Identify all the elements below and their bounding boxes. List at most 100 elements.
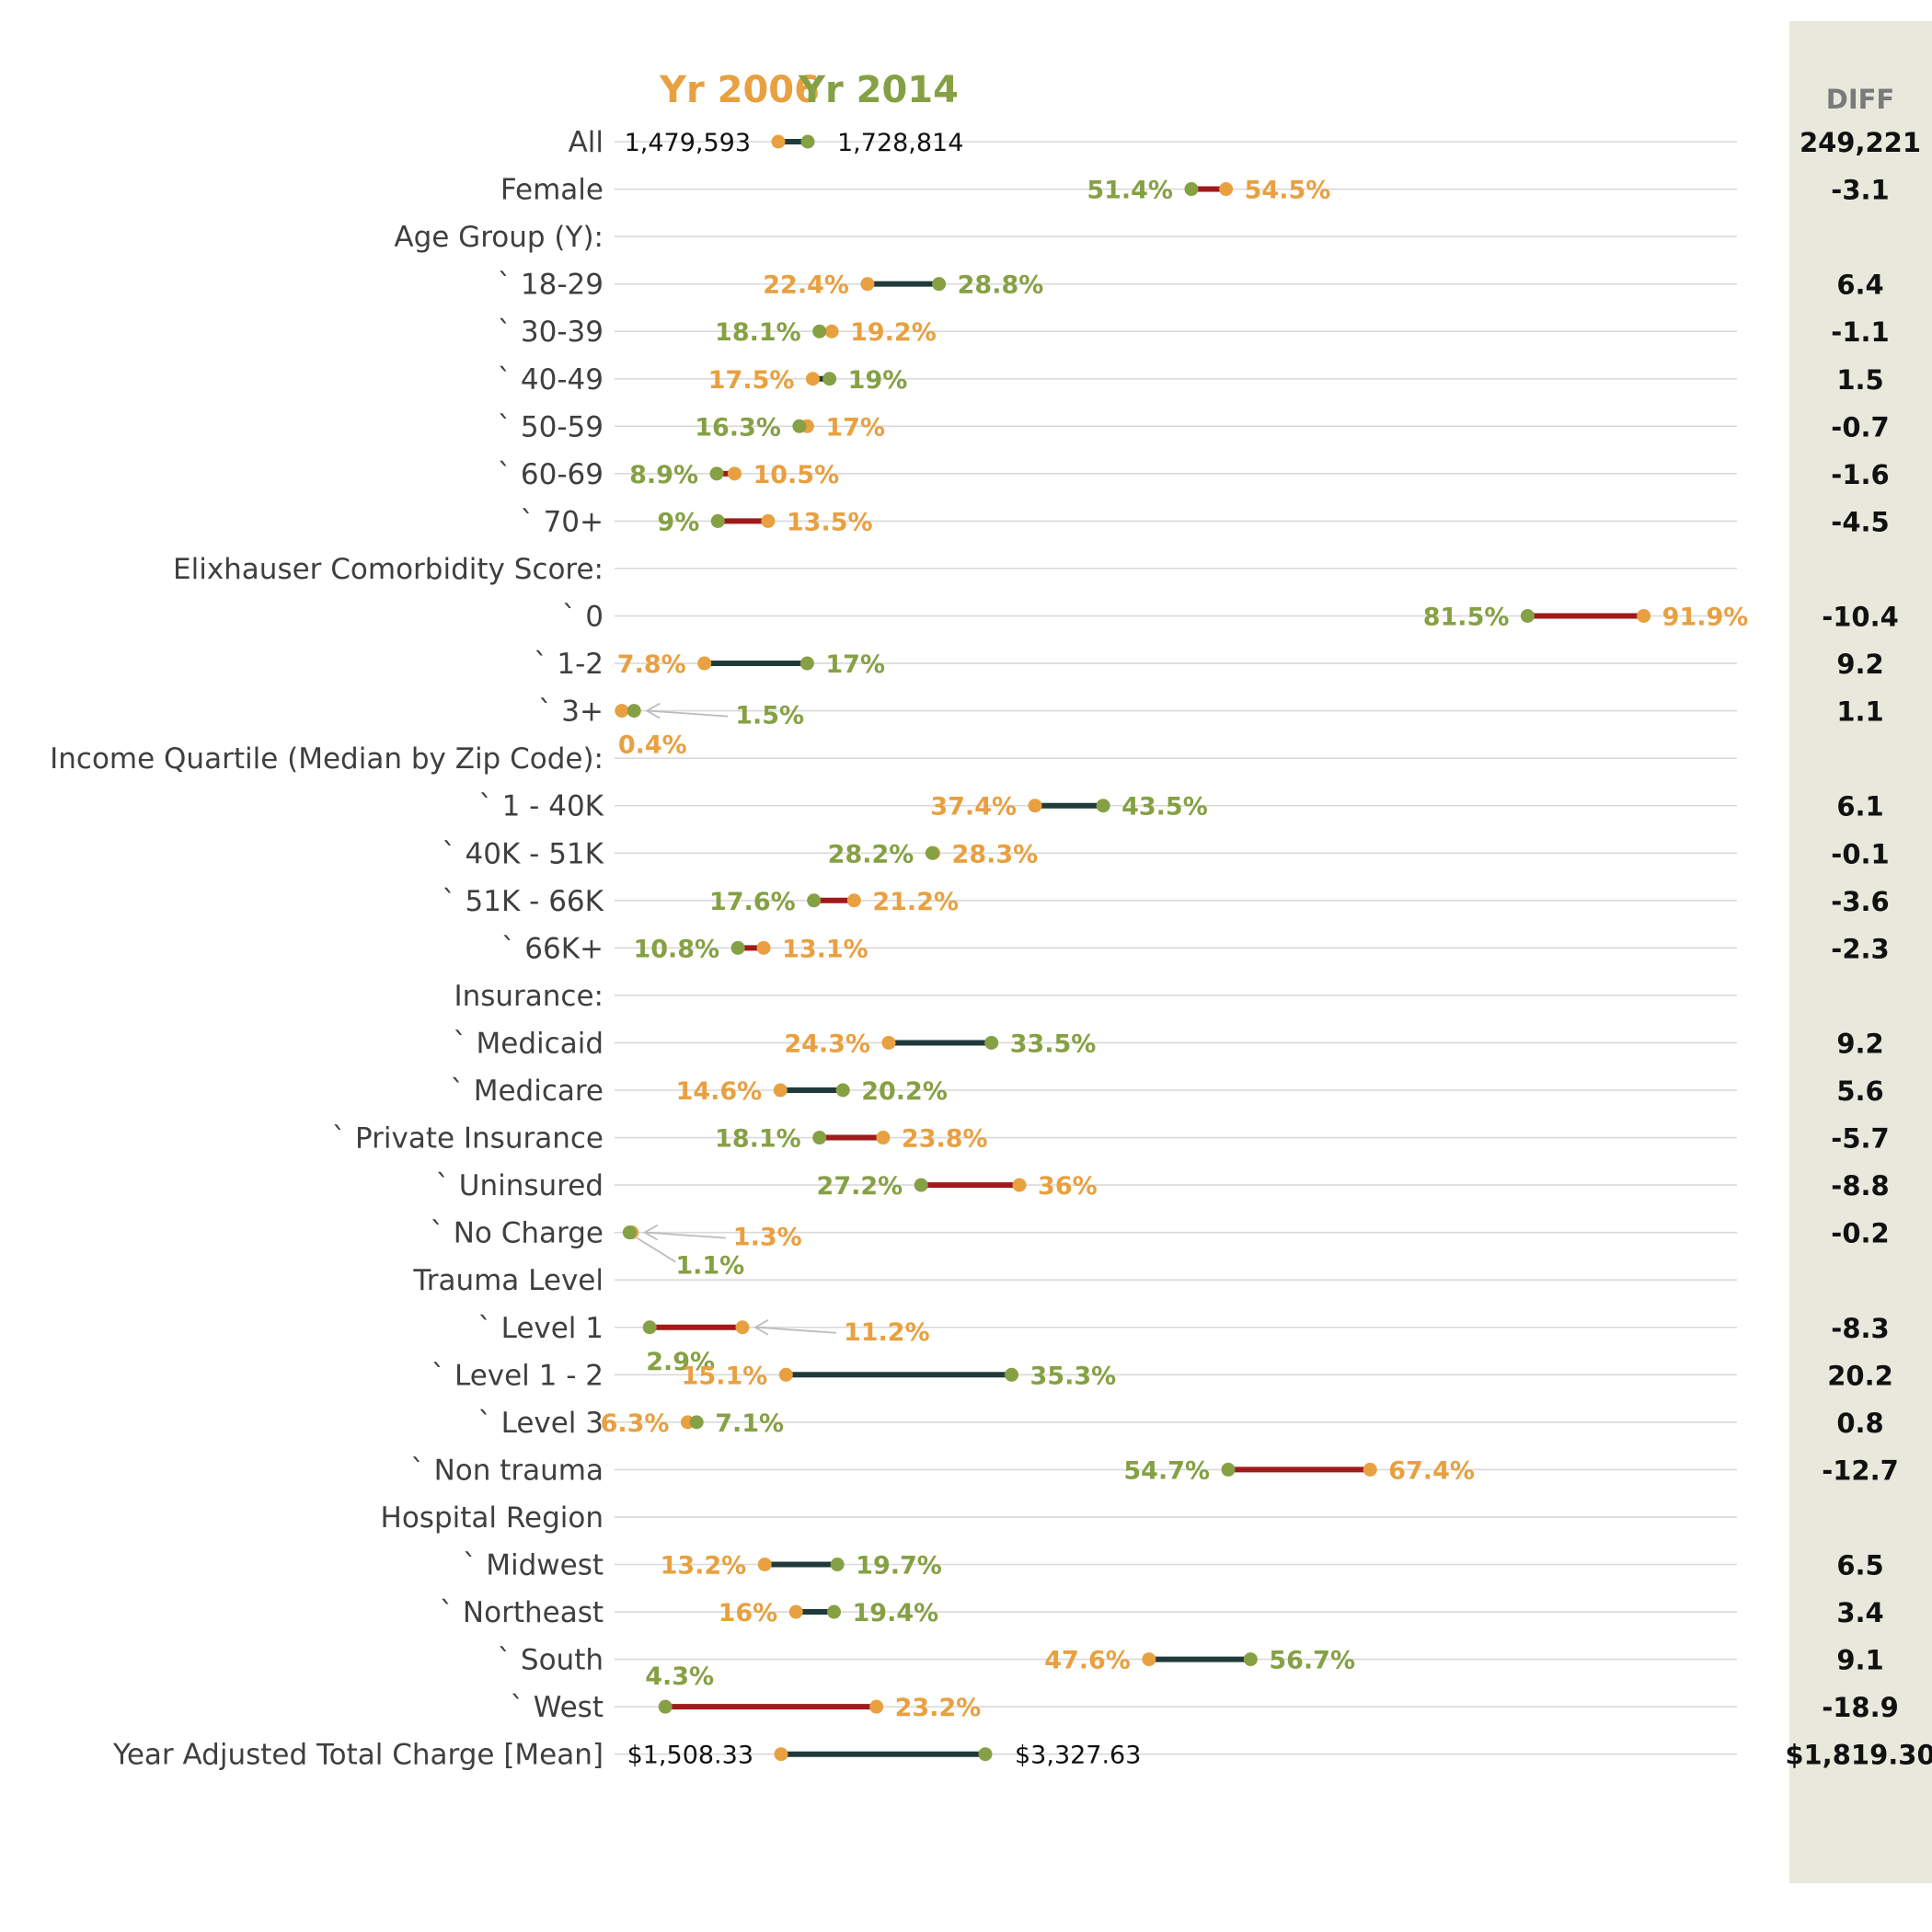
row-label: ` 18-29 xyxy=(498,269,604,302)
point-yr-2006 xyxy=(735,1320,750,1335)
value-label-yr-2014: 54.7% xyxy=(1123,1456,1210,1485)
point-yr-2006 xyxy=(697,656,712,671)
value-label-yr-2014: 51.4% xyxy=(1087,177,1173,205)
value-label-yr-2014: 19.4% xyxy=(853,1599,939,1627)
point-yr-2006 xyxy=(824,324,839,339)
diff-value: -2.3 xyxy=(1831,933,1889,964)
point-yr-2014 xyxy=(1243,1652,1258,1667)
point-yr-2014 xyxy=(1096,799,1110,813)
point-yr-2006 xyxy=(788,1604,803,1619)
callout-line xyxy=(646,1231,726,1239)
point-yr-2014 xyxy=(978,1747,993,1762)
point-yr-2014 xyxy=(932,277,947,292)
value-label-yr-2006: 13.5% xyxy=(787,508,873,536)
value-label-yr-2006: 67.4% xyxy=(1388,1456,1475,1485)
callout-arrowhead xyxy=(753,1318,769,1336)
diff-value: 20.2 xyxy=(1827,1360,1893,1391)
diff-value: 6.5 xyxy=(1836,1550,1883,1581)
point-yr-2006 xyxy=(846,893,861,908)
point-yr-2006 xyxy=(881,1035,896,1050)
row-label: ` South xyxy=(498,1644,604,1677)
row-label: ` 0 xyxy=(562,601,604,634)
point-yr-2014 xyxy=(1221,1462,1236,1477)
point-yr-2014 xyxy=(689,1415,704,1430)
row-label: Trauma Level xyxy=(412,1264,604,1297)
value-label-yr-2014: 16.3% xyxy=(695,413,781,442)
callout-line xyxy=(756,1326,837,1334)
point-yr-2006 xyxy=(615,704,629,719)
value-label-yr-2006: 17% xyxy=(825,413,885,442)
diff-value: $1,819.30 xyxy=(1785,1740,1932,1771)
point-yr-2014 xyxy=(800,134,815,149)
legend-yr-2006: Yr 2006 xyxy=(659,69,820,111)
callout-line xyxy=(649,709,729,718)
value-label-yr-2006: 13.1% xyxy=(782,935,868,963)
point-yr-2006 xyxy=(1637,609,1651,623)
value-label-yr-2014: 19% xyxy=(848,366,908,395)
callout-line xyxy=(636,1236,676,1263)
diff-value: 6.4 xyxy=(1836,270,1883,301)
diff-value: 0.8 xyxy=(1836,1408,1883,1439)
diff-value: 9.2 xyxy=(1836,649,1883,680)
row-label: All xyxy=(569,126,604,159)
point-yr-2006 xyxy=(805,372,820,386)
row-label: ` Northeast xyxy=(440,1596,604,1629)
value-label-yr-2014: 9% xyxy=(657,508,699,536)
point-yr-2006 xyxy=(1028,799,1042,813)
value-label-yr-2014: 1.5% xyxy=(735,702,804,730)
value-label-yr-2014: 28.2% xyxy=(828,840,914,868)
diff-value: -5.7 xyxy=(1831,1123,1889,1155)
diff-value: 249,221 xyxy=(1800,127,1921,158)
diff-value: -3.6 xyxy=(1831,886,1889,917)
row-label: Insurance: xyxy=(454,980,604,1013)
diff-value: -8.8 xyxy=(1831,1170,1889,1202)
row-label: ` 50-59 xyxy=(498,410,604,443)
value-label-yr-2006: 11.2% xyxy=(844,1318,930,1347)
row-label: Female xyxy=(500,174,604,207)
value-label-yr-2006: 1,479,593 xyxy=(625,129,751,157)
value-label-yr-2014: 28.8% xyxy=(958,271,1044,300)
row-label: Hospital Region xyxy=(381,1501,604,1535)
row-label: ` West xyxy=(510,1691,604,1724)
rows-layer: All 249,221 1,479,593 1,728,814 Female -3.1 54… xyxy=(50,126,1932,1772)
row-label: ` 51K - 66K xyxy=(442,885,604,918)
row-label: Elixhauser Comorbidity Score: xyxy=(173,553,604,586)
row-label: ` Medicare xyxy=(450,1075,604,1108)
row-label: ` 30-39 xyxy=(498,316,604,349)
value-label-yr-2014: 18.1% xyxy=(715,1125,801,1154)
value-label-yr-2014: 17.6% xyxy=(709,888,796,916)
value-label-yr-2006: 23.8% xyxy=(902,1125,988,1154)
value-label-yr-2006: 36% xyxy=(1038,1172,1098,1201)
value-label-yr-2006: 47.6% xyxy=(1044,1647,1131,1675)
legend-yr-2014: Yr 2014 xyxy=(798,69,959,111)
point-yr-2006 xyxy=(1142,1652,1156,1667)
diff-value: -0.2 xyxy=(1831,1218,1889,1249)
diff-value: 5.6 xyxy=(1836,1075,1883,1107)
row-label: ` 1-2 xyxy=(534,648,604,681)
value-label-yr-2014: 81.5% xyxy=(1423,604,1510,632)
point-yr-2006 xyxy=(727,466,742,481)
point-yr-2014 xyxy=(925,845,939,860)
diff-header: DIFF xyxy=(1826,84,1894,115)
diff-value: 9.1 xyxy=(1836,1645,1883,1676)
diff-value: -3.1 xyxy=(1831,175,1889,206)
value-label-yr-2014: 18.1% xyxy=(715,318,801,347)
point-yr-2006 xyxy=(773,1083,788,1098)
value-label-yr-2006: 10.5% xyxy=(753,461,839,489)
point-yr-2014 xyxy=(730,940,745,955)
point-yr-2014 xyxy=(830,1558,845,1571)
row-label: Age Group (Y): xyxy=(394,221,604,254)
row-label: ` 66K+ xyxy=(501,932,604,965)
point-yr-2014 xyxy=(984,1035,999,1050)
callout-arrowhead xyxy=(642,1224,659,1241)
value-label-yr-2014: 10.8% xyxy=(633,935,719,963)
diff-value: 9.2 xyxy=(1836,1028,1883,1059)
point-yr-2014 xyxy=(822,372,837,386)
diff-value: -8.3 xyxy=(1831,1313,1889,1344)
point-yr-2014 xyxy=(812,324,827,339)
value-label-yr-2006: 15.1% xyxy=(682,1362,768,1390)
diff-value: -12.7 xyxy=(1822,1455,1899,1486)
point-yr-2006 xyxy=(876,1131,891,1145)
point-yr-2006 xyxy=(756,940,771,955)
